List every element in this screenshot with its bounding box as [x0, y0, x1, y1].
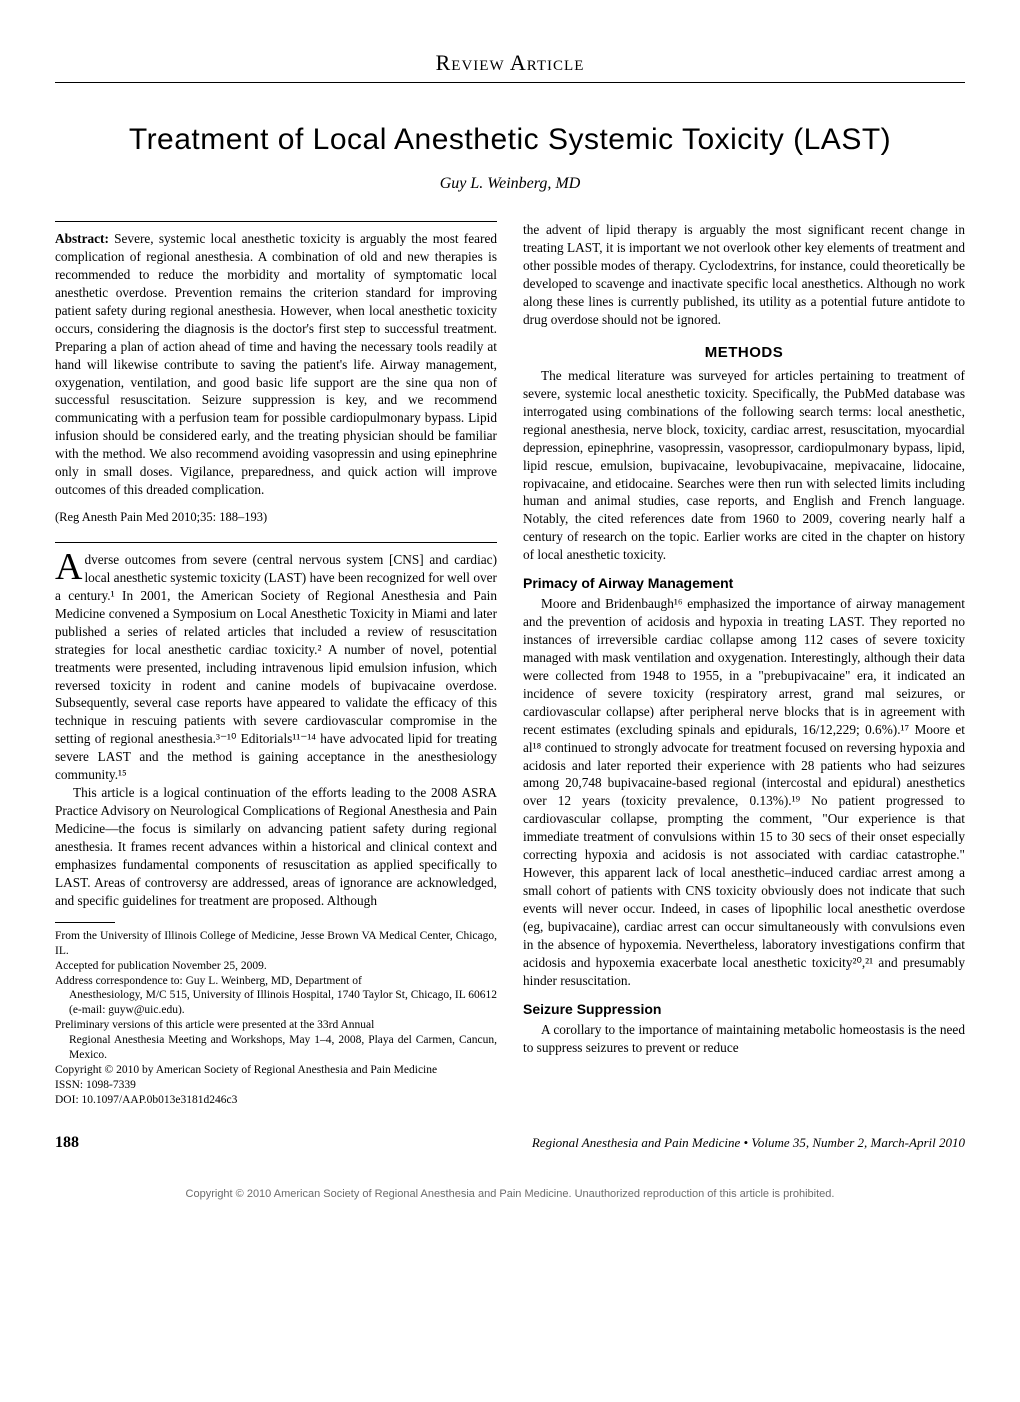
- abstract-rule-bottom: [55, 542, 497, 543]
- two-column-body: Abstract: Severe, systemic local anesthe…: [55, 221, 965, 1108]
- footnote-rule: [55, 922, 115, 923]
- seizure-heading: Seizure Suppression: [523, 1000, 965, 1019]
- abstract-rule-top: [55, 221, 497, 222]
- page-number: 188: [55, 1134, 79, 1152]
- primacy-paragraph: Moore and Bridenbaugh¹⁶ emphasized the i…: [523, 595, 965, 990]
- footnote-address-2: Anesthesiology, M/C 515, University of I…: [55, 988, 497, 1018]
- seizure-paragraph: A corollary to the importance of maintai…: [523, 1021, 965, 1057]
- article-title: Treatment of Local Anesthetic Systemic T…: [55, 123, 965, 157]
- footnote-address-1: Address correspondence to: Guy L. Weinbe…: [55, 974, 497, 989]
- section-header: Review Article: [55, 50, 965, 83]
- abstract-paragraph: Abstract: Severe, systemic local anesthe…: [55, 230, 497, 499]
- journal-footer: Regional Anesthesia and Pain Medicine • …: [532, 1135, 965, 1151]
- footnote-doi: DOI: 10.1097/AAP.0b013e3181d246c3: [55, 1093, 497, 1108]
- footnote-accepted: Accepted for publication November 25, 20…: [55, 959, 497, 974]
- methods-heading: METHODS: [523, 343, 965, 363]
- footnote-block: From the University of Illinois College …: [55, 922, 497, 1108]
- methods-paragraph: The medical literature was surveyed for …: [523, 367, 965, 564]
- abstract-label: Abstract:: [55, 231, 109, 246]
- intro-p1-text: dverse outcomes from severe (central ner…: [55, 552, 497, 782]
- footnote-prelim-2: Regional Anesthesia Meeting and Workshop…: [55, 1033, 497, 1063]
- footnote-prelim-1: Preliminary versions of this article wer…: [55, 1018, 497, 1033]
- dropcap: A: [55, 551, 84, 583]
- page-footer: 188 Regional Anesthesia and Pain Medicin…: [55, 1134, 965, 1152]
- footnote-from: From the University of Illinois College …: [55, 929, 497, 959]
- primacy-heading: Primacy of Airway Management: [523, 574, 965, 593]
- footnote-issn: ISSN: 1098-7339: [55, 1078, 497, 1093]
- author-line: Guy L. Weinberg, MD: [55, 175, 965, 193]
- intro-paragraph-1: Adverse outcomes from severe (central ne…: [55, 551, 497, 784]
- intro-paragraph-2-cont: the advent of lipid therapy is arguably …: [523, 221, 965, 329]
- footnote-copyright: Copyright © 2010 by American Society of …: [55, 1063, 497, 1078]
- abstract-block: Abstract: Severe, systemic local anesthe…: [55, 221, 497, 543]
- citation-line: (Reg Anesth Pain Med 2010;35: 188–193): [55, 509, 497, 526]
- bottom-copyright: Copyright © 2010 American Society of Reg…: [55, 1188, 965, 1200]
- intro-paragraph-2: This article is a logical continuation o…: [55, 784, 497, 910]
- abstract-text: Severe, systemic local anesthetic toxici…: [55, 231, 497, 497]
